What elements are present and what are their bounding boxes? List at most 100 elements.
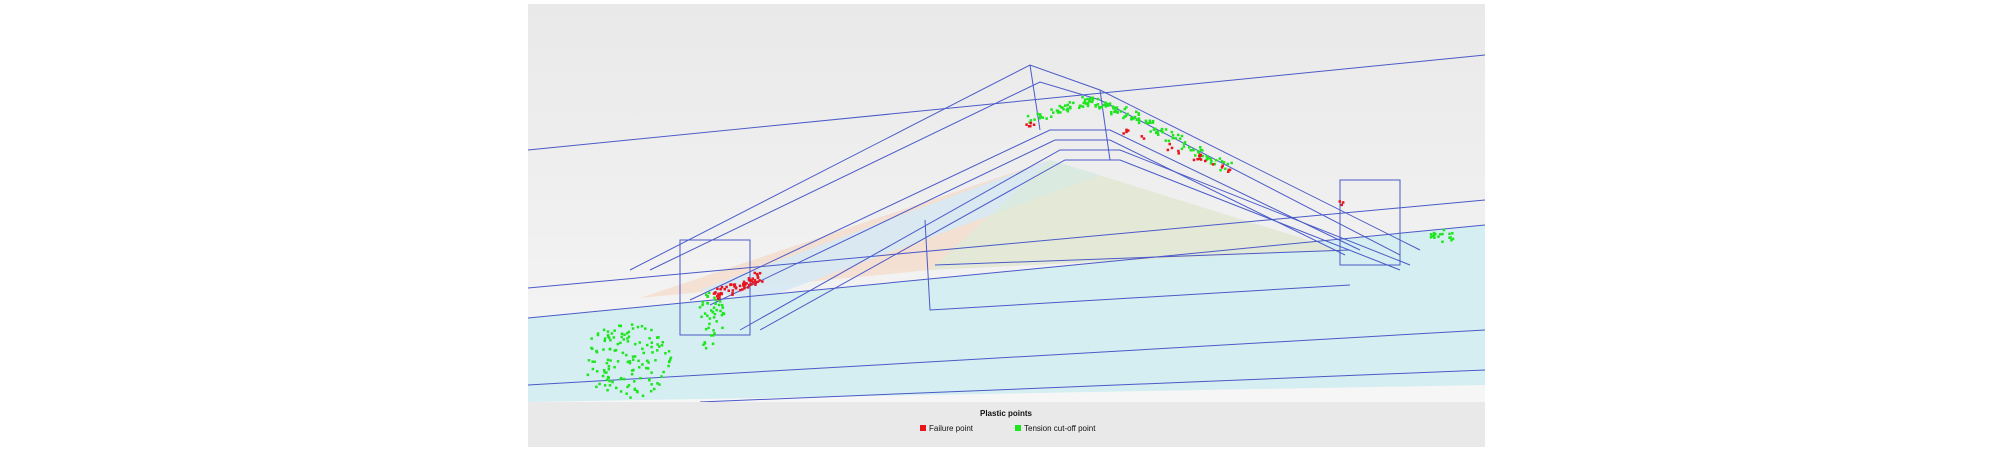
plastic-point [1174, 136, 1177, 140]
plastic-point [1050, 108, 1053, 111]
plastic-point [703, 312, 707, 315]
plastic-point [619, 377, 622, 381]
plastic-point [1025, 123, 1028, 126]
plastic-point [1065, 108, 1069, 112]
plastic-point [731, 292, 734, 295]
plastic-point [754, 283, 757, 286]
plastic-point [738, 288, 742, 292]
plastic-point [1091, 97, 1095, 101]
plastic-point [601, 374, 605, 378]
plastic-point [753, 278, 757, 282]
plastic-point [627, 330, 631, 334]
plastic-point [1126, 112, 1129, 116]
plastic-point [622, 377, 626, 381]
plastic-point [1201, 149, 1204, 152]
plastic-point [607, 367, 611, 371]
plastic-point [1171, 136, 1174, 140]
plastic-point [602, 368, 606, 372]
legend-swatch [920, 425, 926, 431]
plastic-point [1135, 118, 1139, 122]
plastic-point [1140, 135, 1144, 138]
plastic-point [1148, 119, 1152, 123]
plastic-point [650, 345, 653, 349]
plastic-point [756, 280, 759, 284]
plastic-point [660, 375, 663, 378]
legend-swatch [1015, 425, 1021, 431]
plastic-point [651, 351, 654, 354]
plastic-point [1177, 149, 1180, 153]
plastic-point [598, 382, 601, 386]
plastic-point [1029, 121, 1033, 125]
plastic-point [731, 289, 735, 292]
plastic-point [741, 288, 744, 291]
plastic-point [1180, 147, 1184, 151]
plastic-point [1161, 130, 1164, 134]
plastic-point [1027, 125, 1031, 128]
plastic-point [718, 300, 722, 303]
plastic-point [711, 342, 715, 346]
plastic-point [646, 367, 650, 370]
plastic-point [595, 350, 599, 354]
plastic-point [603, 384, 607, 387]
plastic-point [747, 277, 751, 280]
plastic-point [1069, 105, 1072, 109]
plastic-point [667, 360, 671, 364]
plastic-point [602, 328, 606, 332]
plastic-point [650, 371, 653, 374]
plastic-point [631, 327, 635, 330]
plastic-point [656, 336, 659, 339]
plastic-point [590, 337, 593, 340]
plastic-point [1100, 105, 1104, 109]
plastic-point [1176, 133, 1180, 137]
plastic-point [1032, 123, 1036, 126]
plastic-point [1220, 166, 1224, 169]
plastic-point [721, 306, 725, 309]
plastic-point [668, 358, 672, 361]
plastic-point [614, 348, 618, 352]
plastic-point [1062, 108, 1065, 111]
plastic-point [637, 366, 641, 369]
plastic-point [720, 303, 724, 307]
plastic-point [716, 297, 720, 301]
plastic-point [751, 277, 755, 280]
plastic-point [715, 320, 718, 323]
plastic-point [1122, 116, 1125, 120]
plastic-point [1153, 127, 1157, 131]
plastic-point [632, 380, 636, 383]
plastic-point [1123, 107, 1127, 111]
plastic-point [613, 365, 616, 369]
plastic-point [1057, 110, 1060, 113]
plastic-point [1193, 154, 1197, 157]
plastic-point [658, 383, 661, 386]
plastic-point [1102, 103, 1106, 107]
plastic-point [619, 390, 623, 393]
plastic-point [662, 370, 665, 374]
plastic-point [656, 349, 659, 352]
plastic-point [713, 332, 716, 335]
plastic-point [727, 289, 731, 293]
plastic-point [631, 358, 635, 361]
plastic-point [711, 334, 715, 337]
plastic-point [714, 298, 717, 302]
plastic-point [628, 360, 632, 363]
plastic-point [718, 296, 721, 299]
plastic-point [586, 373, 590, 377]
plastic-point [667, 364, 670, 368]
plastic-point [706, 295, 709, 298]
plastic-point [652, 387, 656, 391]
plastic-point [1072, 101, 1075, 105]
plastic-point [1124, 114, 1128, 118]
plastic-point [708, 317, 712, 320]
plastic-point [708, 322, 711, 326]
plastic-point [626, 332, 629, 335]
plastic-point [1224, 167, 1227, 171]
plastic-point [627, 384, 631, 387]
plastic-point [607, 335, 610, 339]
plastic-point [705, 293, 708, 296]
plastic-point [608, 347, 612, 351]
plastic-point [650, 341, 654, 344]
plastic-point [637, 359, 640, 363]
plastic-point [641, 394, 645, 398]
plastic-point [1199, 158, 1203, 161]
plastic-point [606, 388, 609, 392]
